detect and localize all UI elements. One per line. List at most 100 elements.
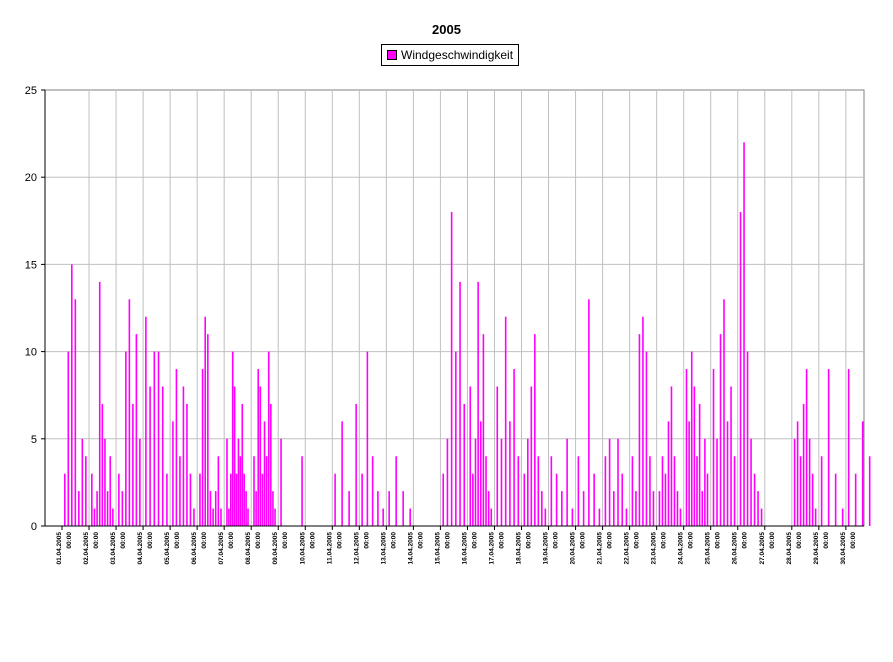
x-tick-label-time: 00:00 [634,532,641,549]
data-bar [395,456,397,526]
data-bar [257,369,260,526]
data-bar [753,473,756,526]
data-bar [500,438,503,526]
x-tick-label-time: 00:00 [390,532,397,549]
data-bar [341,421,343,526]
x-tick-label-date: 27.04.2005 [759,532,766,565]
y-tick-label: 15 [25,259,37,271]
data-bar [820,456,823,526]
data-bar [854,473,857,526]
x-tick-label-date: 21.04.2005 [597,532,604,565]
data-bar [243,473,245,526]
data-bar [667,421,670,526]
data-bar [85,456,87,526]
y-tick-label: 10 [25,347,37,359]
data-bar [793,438,796,526]
data-bar [472,473,474,526]
data-bar [139,438,141,526]
data-bar [175,369,178,526]
x-tick-label-date: 05.04.2005 [164,532,171,565]
x-tick-label-date: 03.04.2005 [110,532,117,565]
data-bar [172,421,174,526]
data-bar [371,456,374,526]
data-bar [685,369,688,526]
data-bar [679,508,682,526]
data-bar [96,491,98,526]
x-tick-label-date: 11.04.2005 [326,532,333,565]
data-bar [231,351,234,526]
data-bar [513,369,515,526]
data-bar [716,438,718,526]
data-bar [267,351,270,526]
y-tick-label: 5 [31,434,37,446]
data-bar [230,473,232,526]
data-bar [566,438,568,526]
data-bar [664,473,667,526]
bar-layer [64,142,871,526]
data-bar [730,386,732,526]
data-bar [101,403,104,526]
data-bar [477,281,479,526]
data-bar [796,421,799,526]
x-tick-label-date: 17.04.2005 [488,532,495,565]
data-bar [750,438,752,526]
data-bar [743,142,745,526]
x-tick-label-date: 26.04.2005 [732,532,739,565]
data-bar [642,316,644,526]
x-tick-label-time: 00:00 [363,532,370,549]
data-bar [635,491,637,526]
x-tick-label-time: 00:00 [201,532,208,549]
data-bar [582,491,585,526]
x-tick-label-time: 00:00 [417,532,424,549]
chart-legend: Windgeschwindigkeit [381,44,520,66]
data-bar [496,386,499,526]
data-bar [847,369,850,526]
data-bar [446,438,449,526]
x-tick-label-time: 00:00 [715,532,722,549]
data-bar [474,438,477,526]
x-tick-label-date: 07.04.2005 [218,532,225,565]
x-tick-label-date: 01.04.2005 [56,532,63,565]
data-bar [214,491,217,526]
data-bar [149,386,151,526]
data-bar [233,386,236,526]
data-bar [706,473,709,526]
data-bar [719,334,722,526]
x-tick-label-time: 00:00 [93,532,100,549]
x-tick-label-date: 24.04.2005 [678,532,685,565]
data-bar [245,491,247,526]
data-bar [388,491,390,526]
data-bar [613,491,615,526]
x-tick-label-time: 00:00 [850,532,857,549]
data-bar [125,351,127,526]
x-tick-label-time: 00:00 [120,532,127,549]
data-bar [802,403,805,526]
data-bar [527,438,529,526]
data-bar [805,369,808,526]
y-tick-label: 0 [31,521,37,533]
data-bar [241,403,244,526]
x-tick-label-date: 29.04.2005 [813,532,820,565]
x-tick-label-date: 28.04.2005 [786,532,793,565]
data-bar [598,508,601,526]
data-bar [861,421,864,526]
x-tick-label-date: 20.04.2005 [570,532,577,565]
data-bar [78,491,80,526]
data-bar [537,456,540,526]
data-bar [459,281,461,526]
data-bar [301,456,303,526]
x-tick-label-time: 00:00 [526,532,533,549]
x-tick-label-date: 04.04.2005 [137,532,144,565]
data-bar [479,421,482,526]
x-tick-label-date: 09.04.2005 [272,532,279,565]
data-bar [355,403,357,526]
data-bar [255,491,257,526]
data-bar [442,473,445,526]
data-bar [67,351,70,526]
data-bar [490,508,493,526]
data-bar [673,456,676,526]
data-bar [814,508,817,526]
data-bar [701,491,704,526]
data-bar [530,386,533,526]
